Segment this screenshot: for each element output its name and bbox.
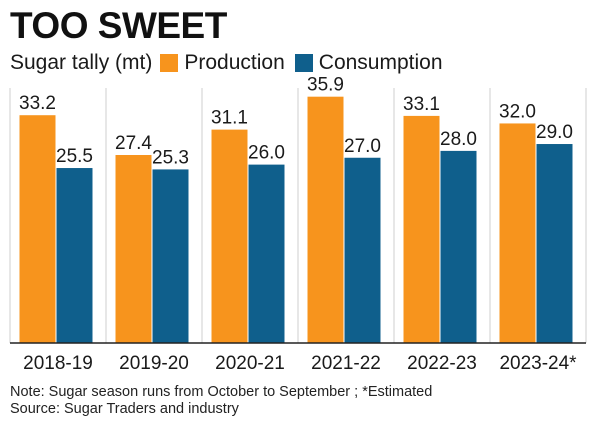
data-label-consumption-2022-23: 28.0: [440, 129, 477, 150]
bar-consumption-2023-24*: [536, 144, 573, 343]
x-tick-label: 2021-22: [311, 353, 381, 374]
legend-item-production: Production: [160, 50, 285, 76]
data-label-production-2019-20: 27.4: [115, 133, 152, 154]
bar-consumption-2022-23: [440, 150, 477, 343]
x-tick-label: 2019-20: [119, 353, 189, 374]
bar-production-2018-19: [19, 115, 56, 343]
legend-label-consumption: Consumption: [318, 51, 443, 74]
data-label-production-2023-24*: 32.0: [499, 101, 536, 122]
legend-item-consumption: Consumption: [294, 50, 443, 76]
data-label-production-2022-23: 33.1: [403, 94, 440, 115]
data-label-consumption-2018-19: 25.5: [56, 146, 93, 167]
source-note: Source: Sugar Traders and industry: [10, 401, 239, 417]
bar-production-2021-22: [307, 96, 344, 343]
x-tick-label: 2023-24*: [499, 353, 577, 374]
data-label-production-2020-21: 31.1: [211, 108, 248, 129]
x-tick-label: 2022-23: [407, 353, 477, 374]
legend-swatch-consumption: [294, 54, 313, 72]
bar-consumption-2018-19: [56, 168, 93, 343]
bar-production-2022-23: [403, 115, 440, 344]
data-label-production-2018-19: 33.2: [19, 93, 56, 114]
legend: Sugar tally (mt) Production Consumption: [10, 50, 453, 76]
bar-production-2023-24*: [499, 123, 536, 343]
chart-title: TOO SWEET: [10, 5, 227, 46]
units-label: Sugar tally (mt): [10, 51, 153, 74]
data-label-production-2021-22: 35.9: [307, 75, 344, 96]
x-tick-label: 2018-19: [23, 353, 93, 374]
bar-consumption-2021-22: [344, 157, 381, 343]
x-tick-label: 2020-21: [215, 353, 285, 374]
data-label-consumption-2020-21: 26.0: [248, 143, 285, 164]
data-label-consumption-2019-20: 25.3: [152, 147, 189, 168]
bar-production-2020-21: [211, 129, 248, 343]
bar-production-2019-20: [115, 155, 152, 343]
footnote: Note: Sugar season runs from October to …: [10, 384, 433, 400]
legend-label-production: Production: [184, 51, 285, 74]
data-label-consumption-2021-22: 27.0: [344, 136, 381, 157]
bar-consumption-2019-20: [152, 169, 189, 343]
legend-swatch-production: [160, 54, 179, 72]
data-label-consumption-2023-24*: 29.0: [536, 122, 573, 143]
bar-consumption-2020-21: [248, 164, 285, 343]
